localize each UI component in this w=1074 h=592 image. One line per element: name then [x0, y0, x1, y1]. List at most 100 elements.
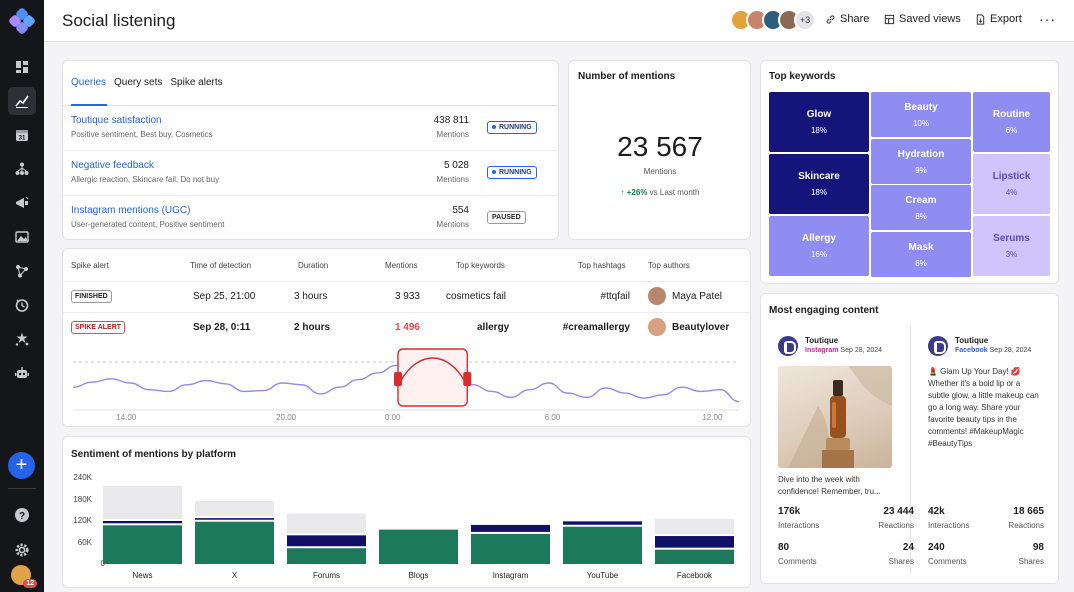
bar-forums-segment-1[interactable]	[287, 535, 366, 547]
svg-text:?: ?	[19, 511, 25, 522]
app-logo-icon[interactable]	[7, 6, 37, 36]
bar-facebook-segment-1[interactable]	[655, 536, 734, 548]
interactions-label: Interactions	[778, 521, 820, 530]
brand-logo-icon	[928, 336, 948, 356]
keyword-tile[interactable]: Beauty 10%	[871, 92, 971, 137]
spike-author[interactable]: Beautylover	[672, 322, 730, 333]
author-avatar[interactable]	[648, 287, 666, 305]
image-icon[interactable]	[8, 223, 36, 251]
saved-views-label: Saved views	[899, 13, 961, 25]
campaign-icon[interactable]	[8, 189, 36, 217]
bar-facebook-segment-0[interactable]	[655, 549, 734, 564]
spike-duration: 2 hours	[294, 322, 331, 333]
engaging-title: Most engaging content	[769, 305, 879, 316]
author-avatar[interactable]	[648, 318, 666, 336]
bot-icon[interactable]	[8, 359, 36, 387]
bar-news-segment-2[interactable]	[103, 485, 182, 519]
tab-spike-alerts[interactable]: Spike alerts	[170, 77, 223, 88]
bar-x-segment-2[interactable]	[195, 500, 274, 517]
tab-queries[interactable]: Queries	[71, 77, 107, 88]
keyword-tile[interactable]: Hydration 9%	[871, 139, 971, 184]
spike-row[interactable]: SPIKE ALERT Sep 28, 0:11 2 hours 1 496 aller…	[63, 312, 751, 343]
post-date: Sep 28, 2024	[840, 347, 883, 354]
keyword-tile[interactable]: Serums 3%	[973, 216, 1050, 276]
settings-gear-icon[interactable]	[8, 536, 36, 564]
calendar-icon[interactable]: 31	[8, 121, 36, 149]
interactions-label: Interactions	[928, 521, 970, 530]
keyword-tile[interactable]: Glow 18%	[769, 92, 869, 152]
create-button[interactable]: +	[8, 452, 35, 479]
keyword-share: 8%	[915, 211, 927, 221]
help-icon[interactable]: ?	[8, 501, 36, 529]
post-meta: Facebook Sep 28, 2024	[955, 347, 1031, 354]
keyword-share: 10%	[912, 118, 929, 128]
bar-instagram-segment-1[interactable]	[471, 524, 550, 532]
bar-news-segment-0[interactable]	[103, 525, 182, 564]
spike-timeline[interactable]: 14.00 20.00 0.00 6.00 12.00	[63, 342, 752, 462]
post-brand: Toutique	[955, 336, 989, 345]
serum-bottle-illustration	[788, 366, 892, 468]
reactions-label: Reactions	[878, 521, 914, 530]
selection-handle-right[interactable]	[463, 372, 472, 386]
bar-x-segment-1[interactable]	[195, 518, 274, 520]
bar-instagram-segment-0[interactable]	[471, 533, 550, 564]
query-name[interactable]: Negative feedback	[71, 160, 154, 171]
more-collaborators-count[interactable]: +3	[794, 9, 816, 31]
spike-keyword: allergy	[477, 322, 510, 333]
keyword-tile[interactable]: Allergy 16%	[769, 216, 869, 276]
query-name[interactable]: Instagram mentions (UGC)	[71, 205, 191, 216]
mentions-value: 23 567	[617, 131, 703, 162]
insights-icon[interactable]	[8, 291, 36, 319]
tab-query-sets[interactable]: Query sets	[114, 77, 163, 88]
bar-blogs-segment-0[interactable]	[379, 529, 458, 564]
share-label: Share	[840, 13, 870, 25]
keyword-tile[interactable]: Skincare 18%	[769, 154, 869, 214]
keyword-share: 18%	[810, 188, 827, 197]
bar-x-segment-0[interactable]	[195, 521, 274, 564]
keyword-label: Beauty	[904, 101, 938, 113]
x-category-label: Facebook	[676, 571, 713, 580]
user-avatar[interactable]: 12	[11, 565, 37, 588]
more-options-icon[interactable]: ···	[1039, 11, 1056, 27]
stars-icon[interactable]	[8, 325, 36, 353]
dashboard-icon[interactable]	[8, 53, 36, 81]
spike-time: Sep 28, 0:11	[193, 322, 251, 333]
engaging-content-card: Most engaging content Toutique Instagram…	[760, 293, 1059, 584]
hierarchy-icon[interactable]	[8, 155, 36, 183]
spike-row[interactable]: FINISHED Sep 25, 21:00 3 hours 3 933 cosmeti…	[63, 281, 751, 312]
query-row[interactable]: Instagram mentions (UGC) User-generated c…	[63, 196, 559, 241]
share-button[interactable]: Share	[825, 13, 869, 25]
x-category-label: Blogs	[408, 571, 429, 580]
post-image[interactable]	[778, 366, 892, 468]
selection-handle-left[interactable]	[394, 372, 403, 386]
bar-facebook-segment-2[interactable]	[655, 518, 734, 535]
y-tick-label: 120K	[73, 516, 92, 525]
network-icon[interactable]	[8, 257, 36, 285]
spike-keyword: cosmetics fail	[446, 291, 507, 302]
export-button[interactable]: Export	[975, 13, 1022, 25]
query-row[interactable]: Toutique satisfaction Positive sentiment,…	[63, 106, 559, 151]
sidebar: 31 + ? 12	[0, 0, 44, 592]
bar-news-segment-1[interactable]	[103, 521, 182, 524]
notification-badge: 12	[23, 579, 37, 588]
bar-youtube-segment-0[interactable]	[563, 526, 642, 564]
bar-forums-segment-2[interactable]	[287, 513, 366, 534]
analytics-icon[interactable]	[8, 87, 36, 115]
keyword-tile[interactable]: Cream 8%	[871, 185, 971, 230]
saved-views-button[interactable]: Saved views	[884, 13, 961, 25]
keyword-tile[interactable]: Mask 8%	[871, 232, 971, 277]
keyword-tile[interactable]: Routine 6%	[973, 92, 1050, 152]
export-file-icon	[976, 13, 985, 25]
saved-views-icon	[884, 14, 895, 24]
spike-highlight-line	[399, 357, 466, 383]
bar-youtube-segment-1[interactable]	[563, 521, 642, 525]
bar-forums-segment-0[interactable]	[287, 548, 366, 564]
keyword-share: 9%	[915, 165, 927, 175]
query-row[interactable]: Negative feedback Allergic reaction, Skin…	[63, 151, 559, 196]
keyword-tile[interactable]: Lipstick 4%	[973, 154, 1050, 214]
query-count: 438 811	[433, 115, 469, 126]
spike-author[interactable]: Maya Patel	[672, 291, 723, 302]
query-name[interactable]: Toutique satisfaction	[71, 115, 162, 126]
collaborator-avatars[interactable]: +3	[730, 9, 816, 31]
timeline-tick-label: 0.00	[385, 413, 401, 422]
